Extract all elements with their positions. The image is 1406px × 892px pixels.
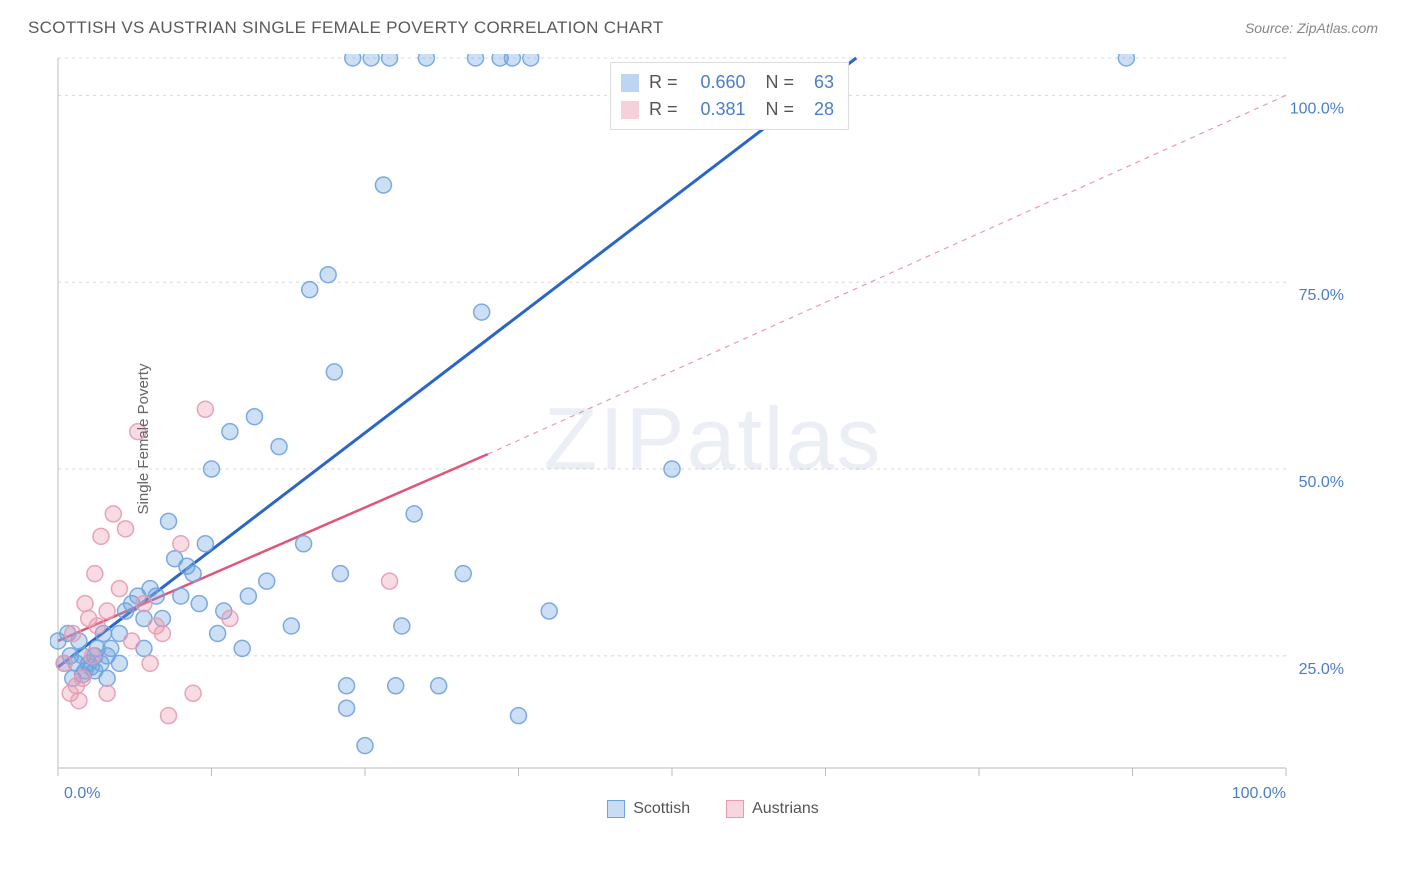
chart-svg: 25.0%50.0%75.0%100.0%0.0%100.0% xyxy=(50,54,1376,824)
legend-item: Scottish xyxy=(607,800,690,818)
legend-label: Austrians xyxy=(752,800,819,818)
svg-text:50.0%: 50.0% xyxy=(1299,474,1344,491)
stats-swatch xyxy=(621,101,639,119)
svg-text:75.0%: 75.0% xyxy=(1299,287,1344,304)
scatter-chart: Single Female Poverty 25.0% 50.0% 75.0% 100… xyxy=(50,54,1376,824)
legend-swatch xyxy=(726,800,744,818)
legend: Scottish Austrians xyxy=(50,800,1376,818)
stats-box: R =0.660 N =63R =0.381 N =28 xyxy=(610,62,849,130)
stats-swatch xyxy=(621,74,639,92)
legend-swatch xyxy=(607,800,625,818)
chart-title: SCOTTISH VS AUSTRIAN SINGLE FEMALE POVER… xyxy=(28,18,663,38)
svg-text:25.0%: 25.0% xyxy=(1299,661,1344,678)
svg-text:100.0%: 100.0% xyxy=(1290,100,1344,117)
legend-label: Scottish xyxy=(633,800,690,818)
source-attribution: Source: ZipAtlas.com xyxy=(1245,20,1378,36)
y-axis-label: Single Female Poverty xyxy=(135,364,152,515)
legend-item: Austrians xyxy=(726,800,819,818)
